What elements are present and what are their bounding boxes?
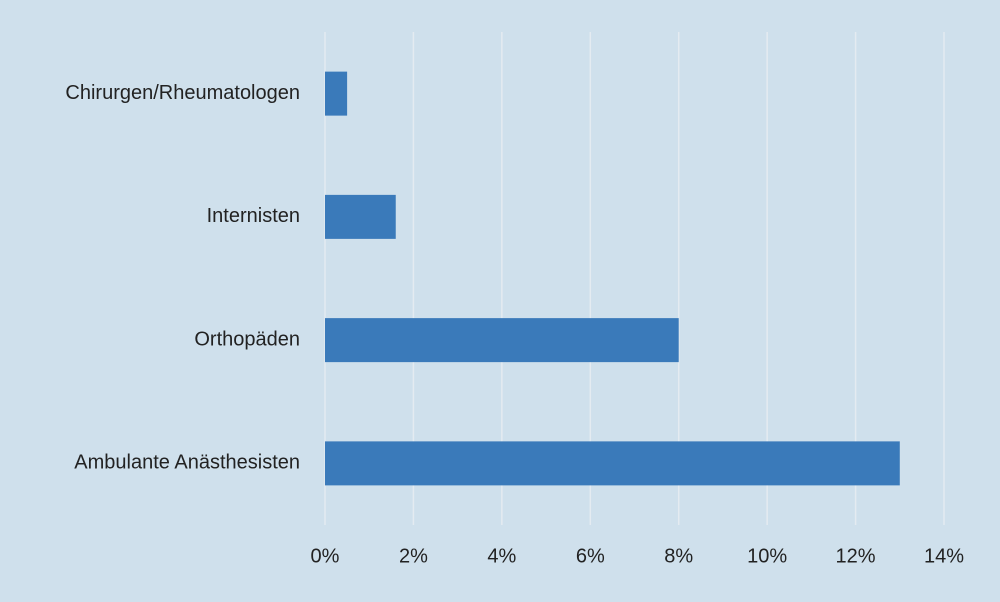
bar [325,71,348,116]
x-tick-label: 6% [576,545,605,567]
x-tick-label: 0% [311,545,340,567]
y-tick-label: Internisten [207,205,300,227]
x-tick-label: 10% [747,545,787,567]
x-tick-label: 8% [664,545,693,567]
y-tick-label: Chirurgen/Rheumatologen [65,82,300,104]
x-tick-label: 4% [487,545,516,567]
y-tick-label: Orthopäden [194,328,300,350]
x-tick-label: 14% [924,545,964,567]
x-tick-label: 12% [836,545,876,567]
bar [325,318,679,363]
y-tick-label: Ambulante Anästhesisten [74,452,300,474]
bar [325,194,396,239]
bar [325,441,900,486]
x-tick-label: 2% [399,545,428,567]
